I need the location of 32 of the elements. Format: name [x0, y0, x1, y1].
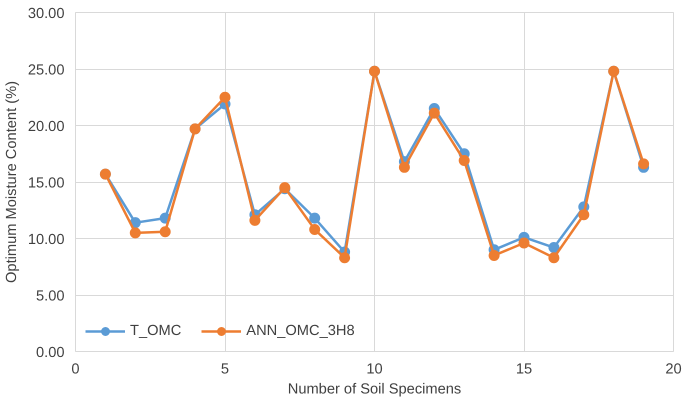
- x-tick-label: 10: [366, 362, 383, 378]
- point: [398, 162, 410, 173]
- y-tick-label: 10.00: [28, 232, 65, 248]
- y-tick-label: 15.00: [28, 176, 65, 192]
- point: [309, 224, 320, 235]
- legend-label: ANN_OMC_3H8: [246, 323, 355, 339]
- point: [130, 227, 141, 238]
- point: [548, 252, 560, 264]
- x-tick-label: 15: [516, 362, 532, 378]
- point: [458, 155, 470, 166]
- point: [160, 226, 171, 238]
- y-tick-label: 30.00: [28, 6, 65, 22]
- y-tick-label: 0.00: [36, 345, 65, 361]
- y-tick-label: 5.00: [36, 288, 65, 304]
- point: [339, 252, 350, 264]
- x-tick-label: 0: [71, 362, 80, 378]
- y-axis-title: Optimum Moisture Content (%): [4, 80, 20, 283]
- legend-label: T_OMC: [130, 323, 182, 339]
- y-tick-label: 20.00: [28, 119, 65, 135]
- y-tick-label: 25.00: [28, 62, 65, 78]
- point: [428, 108, 440, 119]
- x-tick-label: 5: [220, 362, 230, 378]
- point: [518, 238, 530, 249]
- point: [249, 214, 260, 226]
- x-axis-title: Number of Soil Specimens: [288, 382, 462, 398]
- point: [578, 209, 590, 220]
- point: [220, 92, 230, 103]
- point: [548, 242, 560, 254]
- point: [309, 212, 320, 224]
- point: [488, 250, 500, 261]
- point: [638, 158, 650, 170]
- x-tick-label: 20: [665, 362, 682, 378]
